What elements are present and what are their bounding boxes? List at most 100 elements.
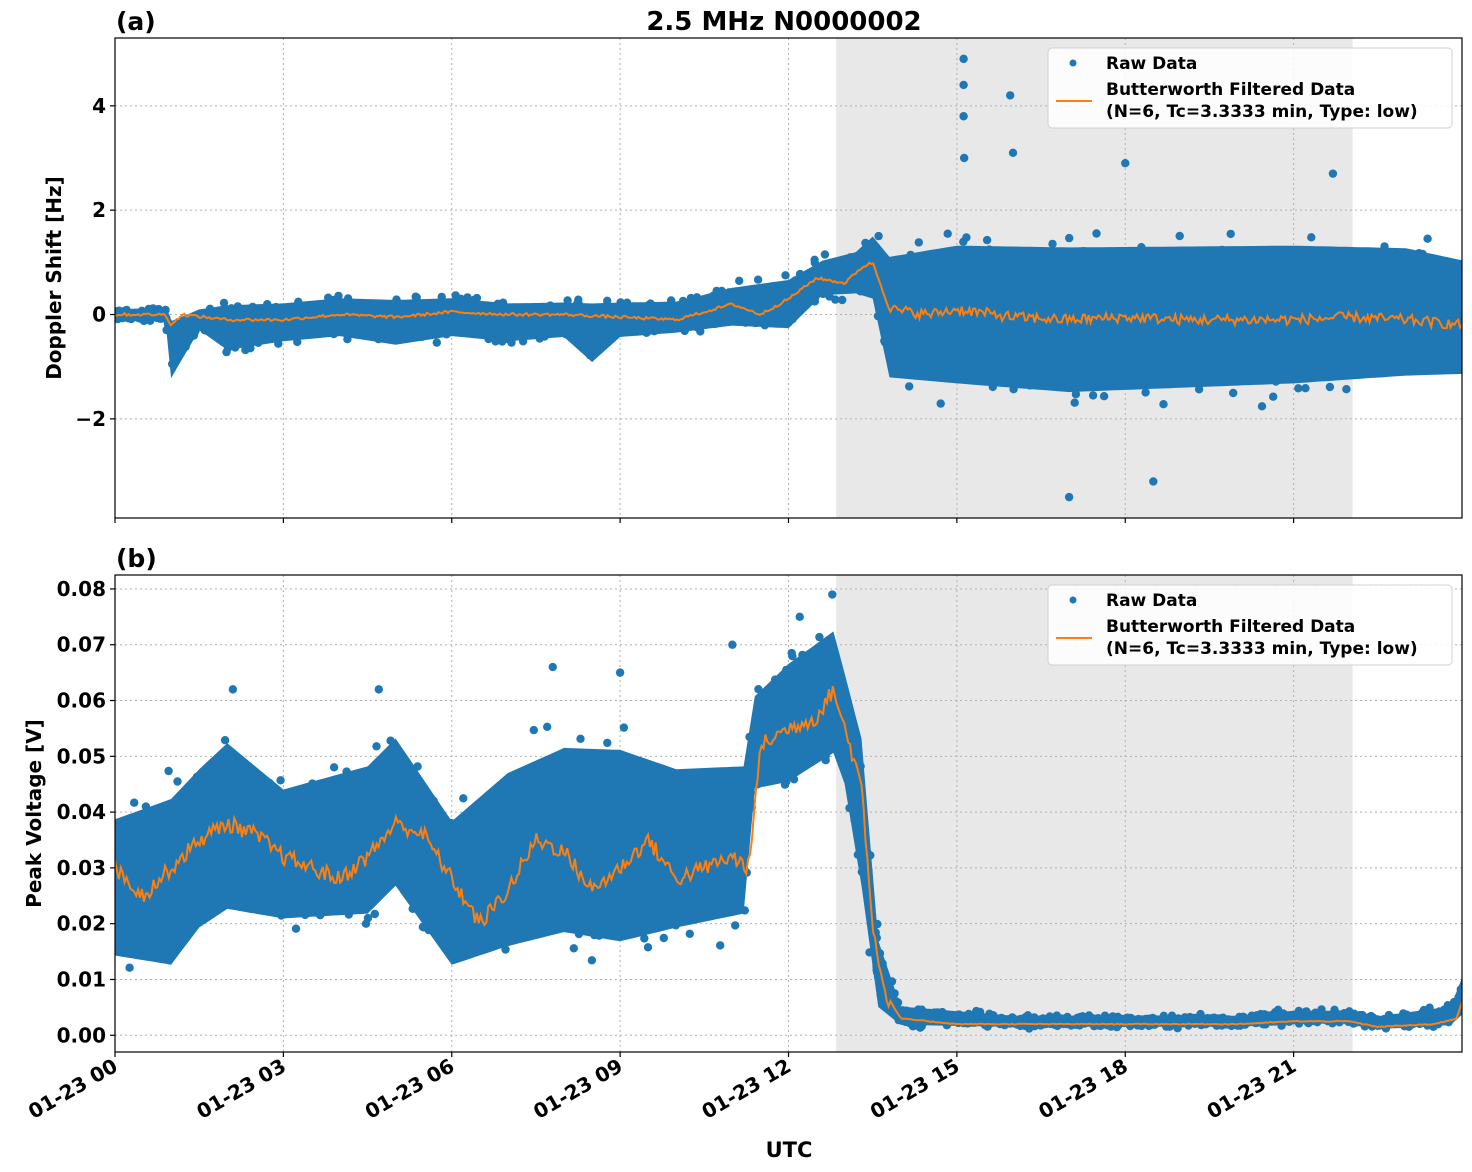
x-tick-label: 01-23 12	[697, 1054, 795, 1124]
y-tick-label: −2	[75, 407, 106, 431]
raw-data-point	[164, 766, 173, 776]
raw-data-point	[962, 233, 971, 242]
x-tick-label: 01-23 15	[866, 1054, 964, 1124]
raw-data-outlier	[828, 590, 837, 599]
raw-data-point	[788, 652, 797, 661]
y-tick-label: 0.00	[57, 1023, 106, 1047]
x-tick-label: 01-23 06	[361, 1054, 459, 1124]
raw-data-outlier	[615, 668, 625, 677]
y-tick-label: 0.02	[57, 912, 106, 936]
raw-data-point	[716, 941, 725, 950]
panel-label: (a)	[116, 7, 156, 36]
legend-raw-marker	[1069, 59, 1077, 67]
raw-data-point	[1257, 402, 1267, 411]
y-tick-label: 0.08	[57, 577, 106, 601]
raw-data-outlier	[959, 54, 968, 64]
raw-data-point	[815, 632, 824, 642]
raw-data-point	[753, 275, 763, 284]
raw-data-outlier	[1149, 477, 1158, 486]
legend-filtered-params: (N=6, Tc=3.3333 min, Type: low)	[1106, 102, 1418, 122]
raw-data-point	[1194, 385, 1204, 394]
raw-data-point	[1065, 233, 1074, 243]
raw-data-point	[643, 943, 653, 952]
y-tick-label: 0.07	[57, 633, 106, 657]
raw-data-point	[1269, 392, 1278, 401]
raw-data-point	[1070, 398, 1079, 407]
panel-label: (b)	[116, 544, 157, 573]
panel-b: 0.00 0.01 0.02 0.03 0.04 0.05 0.06 0.07 0.08 Peak…	[22, 544, 1463, 1057]
raw-data-point	[576, 734, 585, 743]
x-tick-label: 01-23 03	[192, 1054, 290, 1124]
raw-data-point	[130, 798, 139, 807]
y-tick-label: 0.06	[57, 689, 106, 713]
raw-data-outlier	[1005, 91, 1015, 100]
raw-data-point	[619, 723, 629, 732]
raw-data-point	[640, 934, 649, 943]
raw-data-point	[219, 298, 229, 308]
raw-data-point	[1048, 239, 1057, 249]
raw-data-point	[361, 919, 371, 928]
raw-data-point	[587, 956, 597, 965]
raw-data-outlier	[795, 612, 804, 622]
raw-data-outlier	[1008, 148, 1018, 157]
raw-data-point	[574, 295, 583, 304]
panel-a: −2 0 2 4 Doppler Shift [Hz] (a) Raw Data Butter…	[42, 7, 1463, 523]
raw-data-point	[943, 229, 952, 238]
raw-data-point	[459, 794, 468, 803]
figure-title: 2.5 MHz N0000002	[646, 7, 921, 37]
x-tick-label: 01-23 18	[1034, 1054, 1132, 1124]
raw-data-point	[685, 929, 694, 938]
raw-data-point	[1294, 384, 1303, 393]
raw-data-point	[1342, 385, 1351, 394]
raw-data-point	[838, 295, 847, 305]
raw-data-point	[1092, 229, 1101, 238]
raw-data-outlier	[1064, 492, 1074, 502]
raw-data-point	[1423, 234, 1432, 243]
raw-data-point	[914, 238, 923, 247]
y-tick-label: 0.03	[57, 856, 106, 880]
raw-data-point	[936, 399, 945, 408]
raw-data-point	[982, 235, 992, 245]
raw-data-outlier	[1121, 159, 1130, 168]
raw-data-point	[781, 271, 790, 280]
raw-data-point	[291, 924, 301, 933]
raw-data-point	[370, 909, 379, 919]
raw-data-point	[905, 382, 914, 391]
raw-data-point	[735, 276, 744, 285]
legend: Raw Data Butterworth Filtered Data(N=6, T…	[1047, 47, 1453, 129]
raw-data-point	[220, 736, 230, 745]
filtered-data-line	[115, 685, 1462, 1029]
raw-data-point	[173, 777, 182, 786]
y-tick-label: 0	[92, 303, 106, 327]
legend-raw-label: Raw Data	[1106, 54, 1197, 74]
y-tick-label: 2	[92, 198, 106, 222]
raw-data-point	[603, 738, 612, 748]
raw-data-point	[276, 776, 285, 785]
raw-data-point	[1325, 382, 1335, 392]
raw-data-outlier	[728, 640, 737, 649]
raw-data-outlier	[374, 685, 383, 694]
raw-data-point	[543, 722, 552, 731]
x-tick-label: 01-23 21	[1203, 1054, 1301, 1124]
raw-data-point	[329, 763, 339, 772]
legend-filtered-label: Butterworth Filtered Data	[1106, 617, 1355, 637]
raw-data-point	[1159, 400, 1168, 409]
y-tick-label: 0.05	[57, 744, 106, 768]
raw-data-outlier	[959, 153, 969, 163]
raw-data-point	[874, 231, 883, 241]
x-tick-label: 01-23 00	[24, 1054, 122, 1124]
raw-data-point	[432, 338, 441, 347]
raw-data-point	[372, 742, 381, 751]
raw-data-point	[1301, 384, 1310, 393]
y-axis-label: Peak Voltage [V]	[22, 719, 46, 908]
y-axis-label: Doppler Shift [Hz]	[42, 176, 66, 380]
raw-data-point	[222, 347, 231, 357]
legend-filtered-label: Butterworth Filtered Data	[1106, 80, 1355, 100]
raw-data-point	[731, 921, 740, 930]
raw-data-point	[916, 1023, 925, 1032]
x-tick-labels: 01-23 00 01-23 03 01-23 06 01-23 09 01-23 12…	[24, 1054, 1300, 1124]
raw-data-outlier	[1328, 169, 1338, 178]
legend: Raw Data Butterworth Filtered Data(N=6, T…	[1047, 584, 1453, 666]
raw-data-core	[115, 236, 1462, 393]
